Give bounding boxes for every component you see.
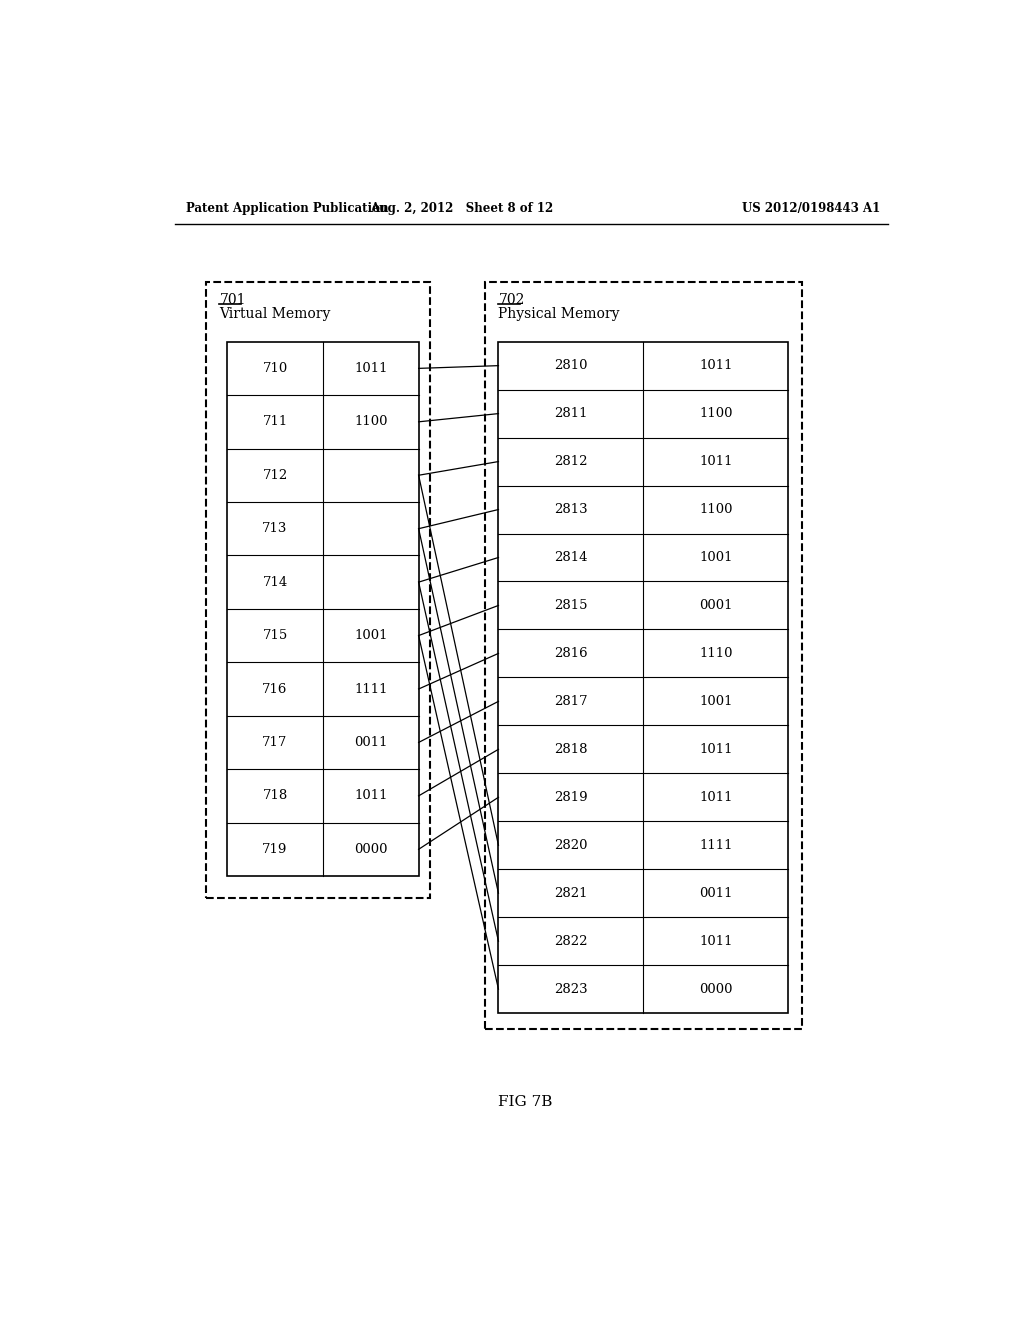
Text: 2820: 2820	[554, 838, 588, 851]
Text: 716: 716	[262, 682, 288, 696]
Text: 701: 701	[219, 293, 246, 308]
Text: 715: 715	[262, 630, 288, 642]
Text: 1011: 1011	[699, 455, 732, 469]
Text: 0011: 0011	[354, 737, 387, 748]
Text: 719: 719	[262, 843, 288, 855]
Text: 2815: 2815	[554, 599, 588, 612]
Text: 1110: 1110	[699, 647, 732, 660]
Text: 1100: 1100	[699, 503, 732, 516]
Text: 1001: 1001	[699, 550, 732, 564]
Text: 0000: 0000	[699, 982, 732, 995]
Text: 710: 710	[262, 362, 288, 375]
Text: 1111: 1111	[699, 838, 732, 851]
Text: Virtual Memory: Virtual Memory	[219, 308, 331, 321]
Text: 2818: 2818	[554, 743, 588, 756]
Text: 1011: 1011	[699, 791, 732, 804]
Text: 1001: 1001	[699, 694, 732, 708]
Text: FIG 7B: FIG 7B	[498, 1094, 552, 1109]
Text: 2816: 2816	[554, 647, 588, 660]
Text: 713: 713	[262, 523, 288, 535]
Text: 1111: 1111	[354, 682, 387, 696]
Text: 717: 717	[262, 737, 288, 748]
Text: 1011: 1011	[699, 935, 732, 948]
Text: 718: 718	[262, 789, 288, 803]
Text: 2813: 2813	[554, 503, 588, 516]
Text: 2819: 2819	[554, 791, 588, 804]
Text: 1100: 1100	[699, 407, 732, 420]
Text: 1011: 1011	[354, 789, 387, 803]
Text: US 2012/0198443 A1: US 2012/0198443 A1	[741, 202, 880, 215]
Text: 0000: 0000	[354, 843, 387, 855]
Bar	[499, 342, 788, 1014]
Text: 1100: 1100	[354, 416, 387, 428]
Text: 711: 711	[262, 416, 288, 428]
Text: 714: 714	[262, 576, 288, 589]
Text: 1011: 1011	[699, 743, 732, 756]
Text: 702: 702	[499, 293, 525, 308]
Text: Patent Application Publication: Patent Application Publication	[186, 202, 389, 215]
Bar	[484, 281, 802, 1028]
Text: 2814: 2814	[554, 550, 588, 564]
Text: 2811: 2811	[554, 407, 588, 420]
Text: 1011: 1011	[699, 359, 732, 372]
Text: 0001: 0001	[699, 599, 732, 612]
Text: 2812: 2812	[554, 455, 588, 469]
Text: 1001: 1001	[354, 630, 387, 642]
Text: 712: 712	[262, 469, 288, 482]
Text: 2823: 2823	[554, 982, 588, 995]
Text: Physical Memory: Physical Memory	[499, 308, 620, 321]
Text: Aug. 2, 2012   Sheet 8 of 12: Aug. 2, 2012 Sheet 8 of 12	[370, 202, 553, 215]
Bar	[227, 342, 419, 876]
Text: 0011: 0011	[699, 887, 732, 900]
Text: 1011: 1011	[354, 362, 387, 375]
Bar	[206, 281, 430, 898]
Text: 2822: 2822	[554, 935, 588, 948]
Text: 2810: 2810	[554, 359, 588, 372]
Text: 2817: 2817	[554, 694, 588, 708]
Text: 2821: 2821	[554, 887, 588, 900]
